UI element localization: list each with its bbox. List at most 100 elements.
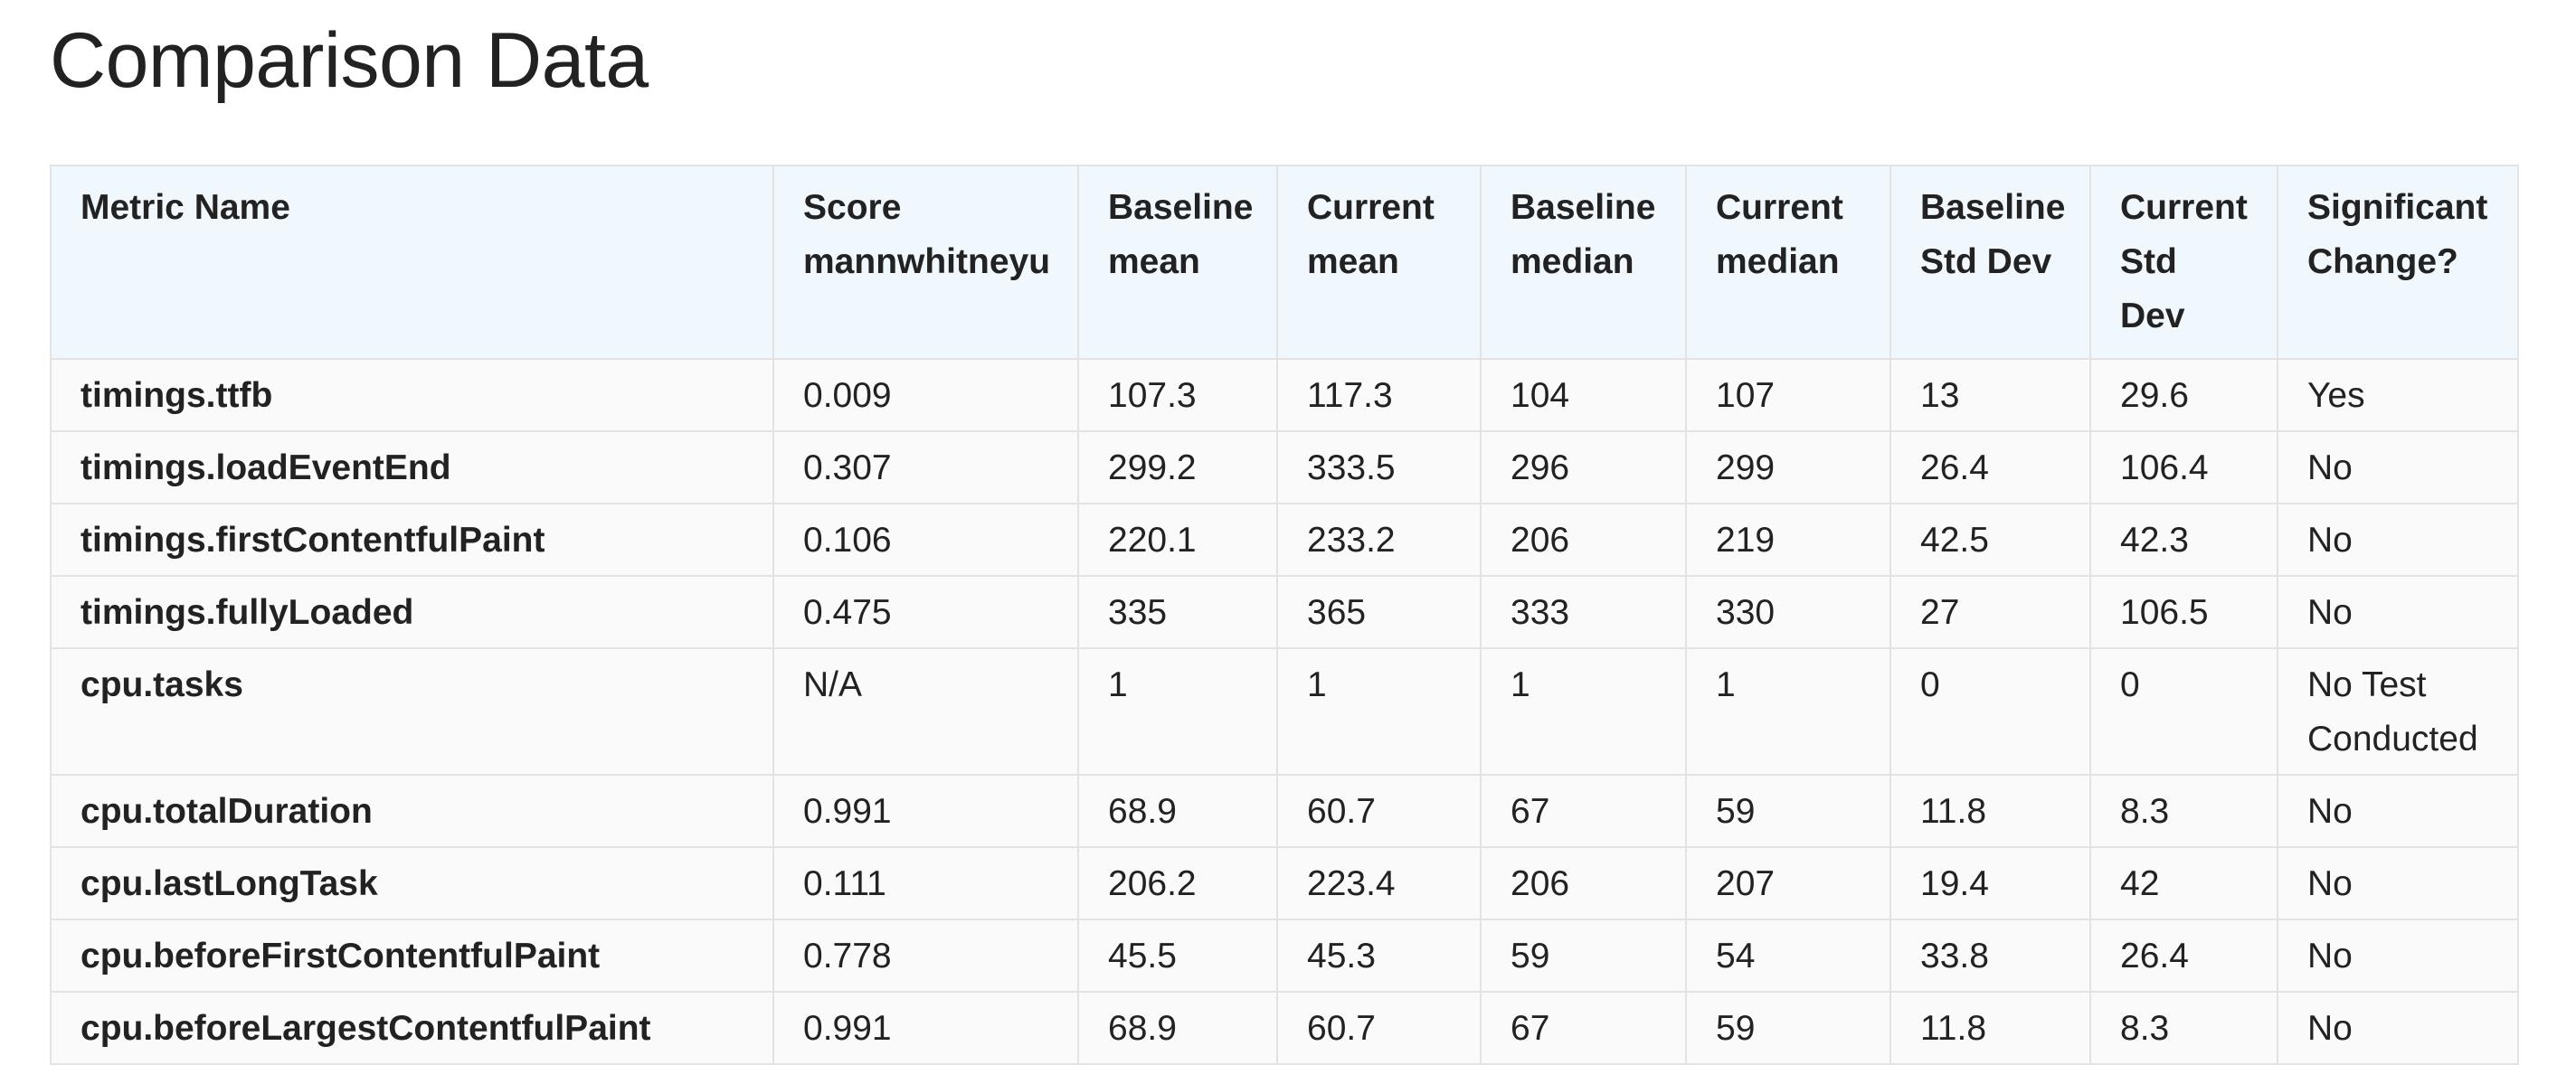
comparison-table-container: Metric Name Score mannwhitneyu Baseline … bbox=[50, 165, 2519, 1065]
table-row: cpu.lastLongTask 0.111 206.2 223.4 206 207 19.… bbox=[50, 846, 2519, 920]
score-cell: 0.106 bbox=[772, 503, 1079, 577]
significant-change-cell: No bbox=[2277, 503, 2519, 577]
baseline-mean-cell: 68.9 bbox=[1077, 991, 1278, 1065]
baseline-median-cell: 59 bbox=[1480, 919, 1687, 993]
metric-name-cell: timings.loadEventEnd bbox=[50, 430, 774, 504]
table-row: cpu.tasks N/A 1 1 1 1 0 0 No Test Conducted bbox=[50, 647, 2519, 776]
table-row: cpu.beforeLargestContentfulPaint 0.991 68.… bbox=[50, 991, 2519, 1065]
baseline-mean-cell: 299.2 bbox=[1077, 430, 1278, 504]
current-mean-cell: 1 bbox=[1276, 647, 1482, 776]
significant-change-cell: No bbox=[2277, 430, 2519, 504]
current-std-dev-cell: 42.3 bbox=[2089, 503, 2278, 577]
current-mean-cell: 223.4 bbox=[1276, 846, 1482, 920]
score-cell: 0.991 bbox=[772, 991, 1079, 1065]
baseline-median-cell: 1 bbox=[1480, 647, 1687, 776]
baseline-mean-cell: 45.5 bbox=[1077, 919, 1278, 993]
current-median-cell: 59 bbox=[1685, 774, 1891, 848]
score-cell: 0.778 bbox=[772, 919, 1079, 993]
current-std-dev-cell: 106.4 bbox=[2089, 430, 2278, 504]
metric-name-cell: cpu.totalDuration bbox=[50, 774, 774, 848]
baseline-median-cell: 104 bbox=[1480, 358, 1687, 432]
baseline-mean-cell: 335 bbox=[1077, 575, 1278, 649]
header-baseline-median: Baseline median bbox=[1480, 165, 1687, 360]
header-current-std-dev: Current Std Dev bbox=[2089, 165, 2278, 360]
metric-name-cell: cpu.lastLongTask bbox=[50, 846, 774, 920]
score-cell: 0.475 bbox=[772, 575, 1079, 649]
baseline-std-dev-cell: 13 bbox=[1889, 358, 2091, 432]
current-std-dev-cell: 26.4 bbox=[2089, 919, 2278, 993]
metric-name-cell: cpu.beforeFirstContentfulPaint bbox=[50, 919, 774, 993]
header-metric-name: Metric Name bbox=[50, 165, 774, 360]
score-cell: 0.307 bbox=[772, 430, 1079, 504]
baseline-std-dev-cell: 26.4 bbox=[1889, 430, 2091, 504]
current-median-cell: 219 bbox=[1685, 503, 1891, 577]
current-std-dev-cell: 0 bbox=[2089, 647, 2278, 776]
current-median-cell: 330 bbox=[1685, 575, 1891, 649]
table-row: timings.loadEventEnd 0.307 299.2 333.5 296 29… bbox=[50, 430, 2519, 504]
current-std-dev-cell: 29.6 bbox=[2089, 358, 2278, 432]
current-median-cell: 59 bbox=[1685, 991, 1891, 1065]
baseline-median-cell: 333 bbox=[1480, 575, 1687, 649]
table-row: cpu.totalDuration 0.991 68.9 60.7 67 59 11.8 8.… bbox=[50, 774, 2519, 848]
baseline-median-cell: 206 bbox=[1480, 846, 1687, 920]
baseline-median-cell: 67 bbox=[1480, 774, 1687, 848]
baseline-std-dev-cell: 33.8 bbox=[1889, 919, 2091, 993]
significant-change-cell: No bbox=[2277, 575, 2519, 649]
significant-change-cell: No bbox=[2277, 774, 2519, 848]
current-std-dev-cell: 8.3 bbox=[2089, 991, 2278, 1065]
score-cell: 0.009 bbox=[772, 358, 1079, 432]
score-cell: N/A bbox=[772, 647, 1079, 776]
significant-change-cell: No bbox=[2277, 846, 2519, 920]
baseline-median-cell: 67 bbox=[1480, 991, 1687, 1065]
table-row: timings.fullyLoaded 0.475 335 365 333 330 27 10… bbox=[50, 575, 2519, 649]
significant-change-cell: Yes bbox=[2277, 358, 2519, 432]
baseline-std-dev-cell: 11.8 bbox=[1889, 774, 2091, 848]
current-median-cell: 107 bbox=[1685, 358, 1891, 432]
baseline-std-dev-cell: 11.8 bbox=[1889, 991, 2091, 1065]
significant-change-cell: No bbox=[2277, 991, 2519, 1065]
header-baseline-mean: Baseline mean bbox=[1077, 165, 1278, 360]
current-median-cell: 1 bbox=[1685, 647, 1891, 776]
current-std-dev-cell: 8.3 bbox=[2089, 774, 2278, 848]
page-title: Comparison Data bbox=[50, 17, 649, 104]
metric-name-cell: cpu.tasks bbox=[50, 647, 774, 776]
metric-name-cell: timings.ttfb bbox=[50, 358, 774, 432]
baseline-mean-cell: 1 bbox=[1077, 647, 1278, 776]
metric-name-cell: timings.fullyLoaded bbox=[50, 575, 774, 649]
current-mean-cell: 365 bbox=[1276, 575, 1482, 649]
header-current-mean: Current mean bbox=[1276, 165, 1482, 360]
current-median-cell: 54 bbox=[1685, 919, 1891, 993]
significant-change-cell: No bbox=[2277, 919, 2519, 993]
baseline-std-dev-cell: 27 bbox=[1889, 575, 2091, 649]
current-mean-cell: 117.3 bbox=[1276, 358, 1482, 432]
baseline-mean-cell: 206.2 bbox=[1077, 846, 1278, 920]
current-std-dev-cell: 42 bbox=[2089, 846, 2278, 920]
baseline-mean-cell: 107.3 bbox=[1077, 358, 1278, 432]
score-cell: 0.111 bbox=[772, 846, 1079, 920]
header-score-mannwhitneyu: Score mannwhitneyu bbox=[772, 165, 1079, 360]
metric-name-cell: cpu.beforeLargestContentfulPaint bbox=[50, 991, 774, 1065]
current-mean-cell: 60.7 bbox=[1276, 991, 1482, 1065]
current-median-cell: 207 bbox=[1685, 846, 1891, 920]
table-header: Metric Name Score mannwhitneyu Baseline … bbox=[50, 165, 2519, 360]
metric-name-cell: timings.firstContentfulPaint bbox=[50, 503, 774, 577]
significant-change-cell: No Test Conducted bbox=[2277, 647, 2519, 776]
header-current-median: Current median bbox=[1685, 165, 1891, 360]
baseline-median-cell: 206 bbox=[1480, 503, 1687, 577]
current-mean-cell: 60.7 bbox=[1276, 774, 1482, 848]
table-row: cpu.beforeFirstContentfulPaint 0.778 45.5 4… bbox=[50, 919, 2519, 993]
baseline-std-dev-cell: 42.5 bbox=[1889, 503, 2091, 577]
table-row: timings.firstContentfulPaint 0.106 220.1 23… bbox=[50, 503, 2519, 577]
baseline-median-cell: 296 bbox=[1480, 430, 1687, 504]
header-significant-change: Significant Change? bbox=[2277, 165, 2519, 360]
baseline-std-dev-cell: 19.4 bbox=[1889, 846, 2091, 920]
baseline-mean-cell: 68.9 bbox=[1077, 774, 1278, 848]
current-std-dev-cell: 106.5 bbox=[2089, 575, 2278, 649]
current-median-cell: 299 bbox=[1685, 430, 1891, 504]
current-mean-cell: 233.2 bbox=[1276, 503, 1482, 577]
table-body: timings.ttfb 0.009 107.3 117.3 104 107 13 29.6 Y… bbox=[50, 358, 2519, 1065]
header-row: Metric Name Score mannwhitneyu Baseline … bbox=[50, 165, 2519, 360]
score-cell: 0.991 bbox=[772, 774, 1079, 848]
current-mean-cell: 333.5 bbox=[1276, 430, 1482, 504]
current-mean-cell: 45.3 bbox=[1276, 919, 1482, 993]
